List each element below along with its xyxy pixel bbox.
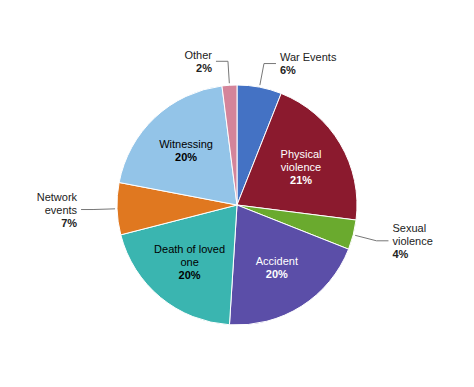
slice-label: Networkevents7% [37, 191, 78, 229]
pie-slice [229, 205, 348, 325]
pie-slice [222, 85, 237, 205]
category-label-line: War Events [280, 51, 337, 63]
chart-container: War Events6%Physicalviolence21%Sexualvio… [0, 0, 474, 387]
value-label: 7% [61, 217, 77, 229]
category-label-line: violence [392, 235, 432, 247]
category-label-line: Other [184, 49, 212, 61]
category-label-line: Accident [256, 255, 298, 267]
category-label-line: Death of loved [154, 243, 225, 255]
slice-label: Death of lovedone20% [154, 243, 225, 281]
slice-label: Sexualviolence4% [392, 222, 432, 260]
value-label: 2% [196, 62, 212, 74]
value-label: 20% [175, 151, 197, 163]
category-label-line: Sexual [392, 222, 426, 234]
value-label: 20% [266, 268, 288, 280]
category-label-line: Physical [281, 148, 322, 160]
category-label-line: violence [281, 161, 321, 173]
pie-slice [237, 93, 357, 220]
category-label: Physicalviolence [281, 148, 322, 173]
slices [117, 85, 357, 325]
slice-label: War Events6% [280, 51, 337, 76]
leader-line [216, 61, 229, 83]
labels: War Events6%Physicalviolence21%Sexualvio… [37, 49, 433, 282]
category-label: Accident [256, 255, 298, 267]
value-label: 21% [290, 174, 312, 186]
leader-line [81, 208, 115, 210]
value-label: 6% [280, 64, 296, 76]
value-label: 20% [179, 269, 201, 281]
category-label-line: events [45, 204, 78, 216]
leader-line [355, 235, 388, 240]
leader-line [260, 64, 276, 86]
slice-label: Accident20% [256, 255, 298, 280]
category-label-line: one [180, 256, 198, 268]
category-label: Witnessing [159, 138, 213, 150]
category-label-line: Network [37, 191, 78, 203]
category-label: Networkevents [37, 191, 78, 216]
slice-label: Other2% [184, 49, 212, 74]
value-label: 4% [392, 248, 408, 260]
category-label: War Events [280, 51, 337, 63]
pie-slice [119, 86, 237, 205]
pie-chart: War Events6%Physicalviolence21%Sexualvio… [0, 0, 474, 387]
category-label: Other [184, 49, 212, 61]
category-label-line: Witnessing [159, 138, 213, 150]
slice-label: Physicalviolence21% [281, 148, 322, 186]
category-label: Death of lovedone [154, 243, 225, 268]
category-label: Sexualviolence [392, 222, 432, 247]
slice-label: Witnessing20% [159, 138, 213, 163]
